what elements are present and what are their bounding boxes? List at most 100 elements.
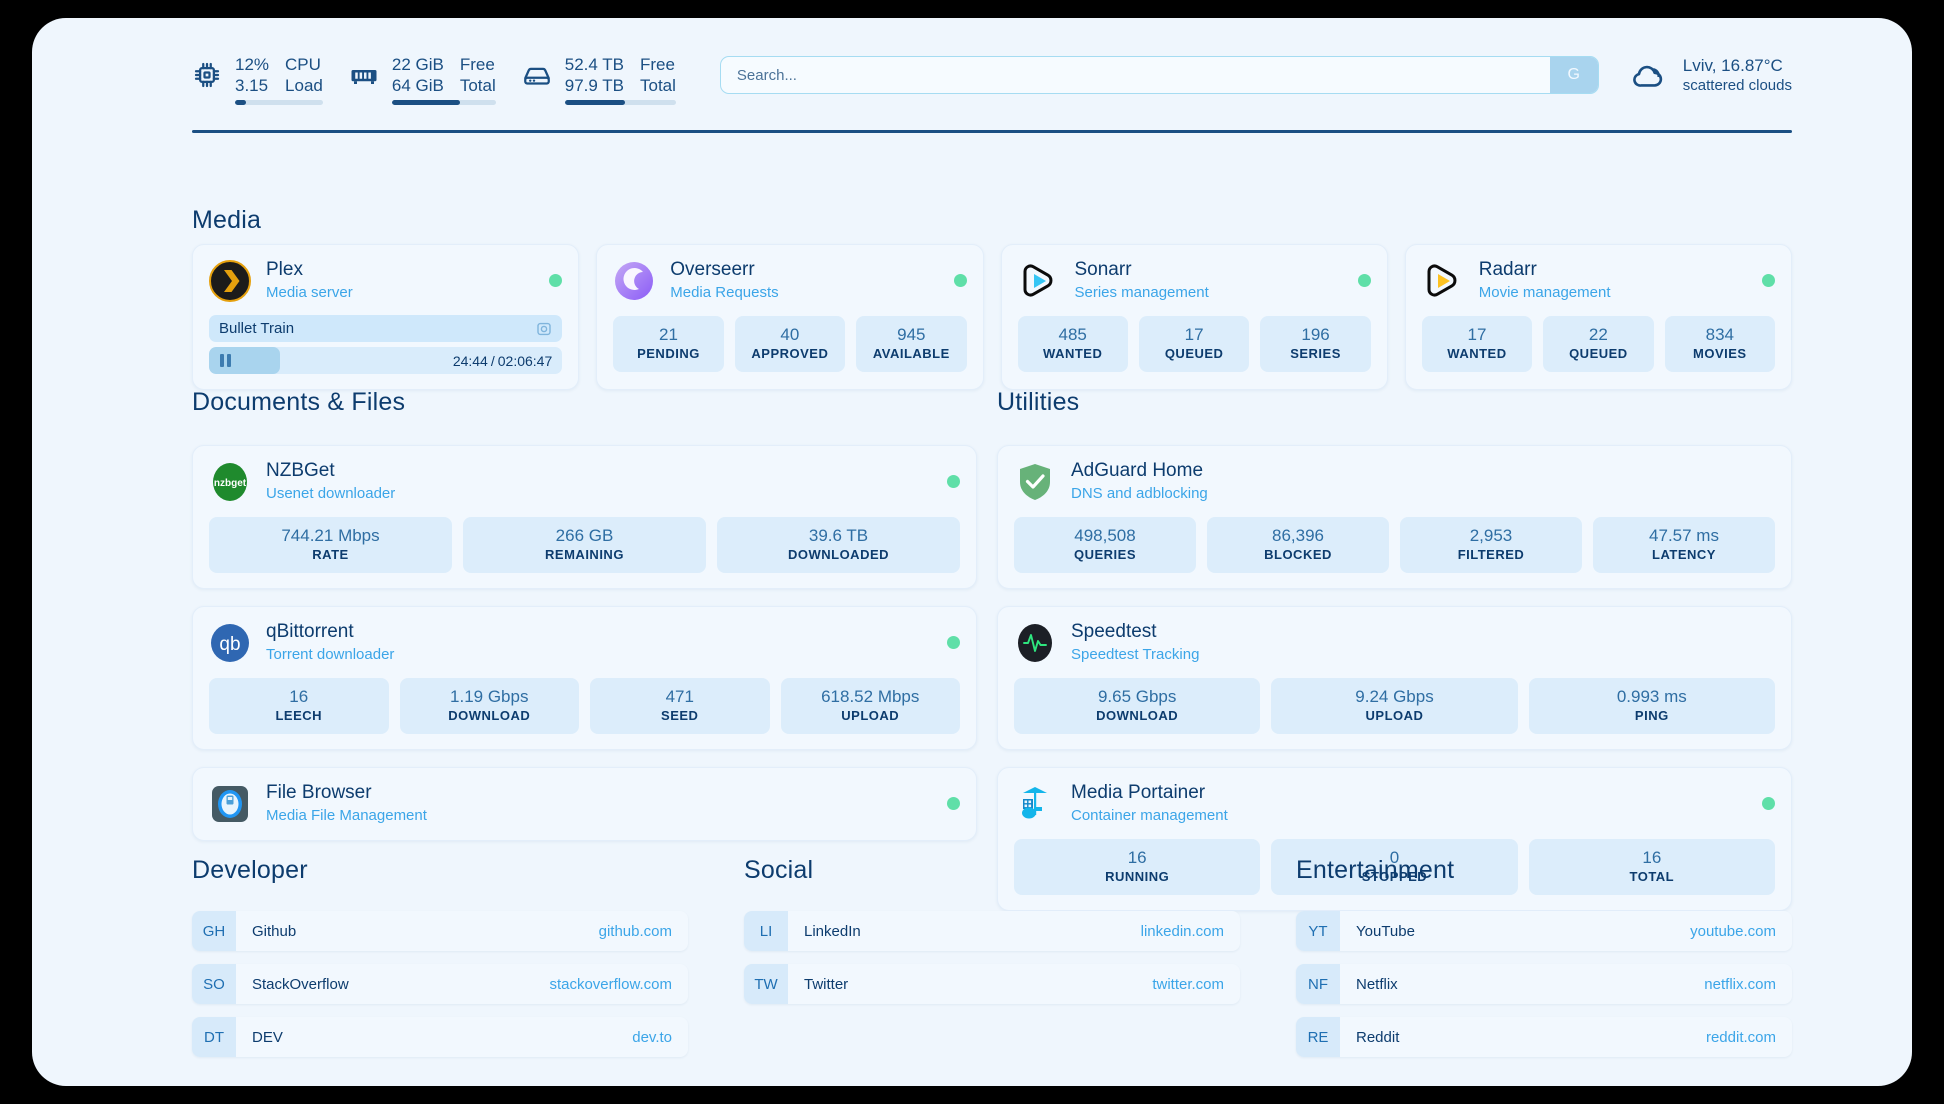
app-name: File Browser [266,782,372,803]
stat-label: LATENCY [1652,547,1716,562]
app-card-nzbget[interactable]: nzbget NZBGet Usenet downloader 744.21 M… [192,445,977,589]
app-name: NZBGet [266,460,335,481]
bookmark-item-reddit[interactable]: RE Reddit reddit.com [1296,1017,1792,1057]
card-header: AdGuard Home DNS and adblocking [1014,460,1775,503]
stat-item: 834 MOVIES [1664,316,1776,372]
plex-icon [209,259,251,302]
bookmark-url: reddit.com [1705,1028,1776,1046]
utilities-card-stack: AdGuard Home DNS and adblocking 498,508 … [997,445,1792,911]
bookmark-abbr: TW [744,964,788,1004]
stat-item: 266 GB REMAINING [463,517,706,573]
card-header: qb qBittorrent Torrent downloader [209,621,960,664]
stat-value: 17 [1467,325,1487,344]
app-card-speedtest[interactable]: Speedtest Speedtest Tracking 9.65 Gbps D… [997,606,1792,750]
status-indicator-online [947,475,960,488]
bookmark-url: dev.to [632,1028,672,1046]
app-description: Container management [1071,807,1228,824]
app-name: Overseerr [670,259,755,280]
bookmark-item-youtube[interactable]: YT YouTube youtube.com [1296,911,1792,951]
bookmark-name: YouTube [1356,922,1415,940]
card-header: Radarr Movie management [1422,259,1775,302]
now-playing-title: Bullet Train [219,320,295,337]
section-title-media: Media [192,206,262,234]
stat-item: 0.993 ms PING [1528,678,1775,734]
search-bar[interactable]: G [719,56,1599,94]
status-indicator-online [1762,797,1775,810]
stat-value: 86,396 [1272,526,1324,545]
stat-row: 16 RUNNING 0 STOPPED 16 TOTAL [1014,839,1775,895]
stat-row: 9.65 Gbps DOWNLOAD 9.24 Gbps UPLOAD 0.99… [1014,678,1775,734]
stat-value: 266 GB [555,526,614,545]
sonarr-icon [1018,260,1060,302]
stat-value: 1.19 Gbps [450,687,529,706]
stat-value: 22 [1588,325,1608,344]
card-header: Speedtest Speedtest Tracking [1014,621,1775,664]
bookmark-item-linkedin[interactable]: LI LinkedIn linkedin.com [744,911,1240,951]
stat-label: QUEUED [1569,346,1628,361]
stat-label: PING [1634,708,1669,723]
memory-free-value: 22 GiB [391,55,444,74]
portainer-icon [1014,783,1056,825]
stat-label: STOPPED [1361,869,1428,884]
stat-value: 196 [1301,325,1330,344]
disk-stat-widget: 52.4 TB 97.9 TB Free Total [522,54,676,105]
stat-item: 498,508 QUERIES [1014,517,1196,573]
disk-icon [522,60,552,90]
stat-label: FILTERED [1457,547,1525,562]
svg-text:qb: qb [219,634,240,655]
stat-label: RUNNING [1105,869,1170,884]
app-card-media-portainer[interactable]: Media Portainer Container management 16 … [997,767,1792,911]
app-card-plex[interactable]: Plex Media server Bullet Train 24 [192,244,580,390]
cpu-usage-value: 12% [235,55,270,74]
bookmark-list: LI LinkedIn linkedin.com TW Twitter twit… [744,911,1240,1004]
bookmark-item-github[interactable]: GH Github github.com [192,911,688,951]
bookmark-group-social: Social LI LinkedIn linkedin.com TW Twitt… [744,856,1240,1057]
bookmark-item-twitter[interactable]: TW Twitter twitter.com [744,964,1240,1004]
speedtest-icon [1014,622,1056,664]
status-indicator-online [947,636,960,649]
bookmark-abbr: YT [1296,911,1340,951]
bookmark-url: netflix.com [1704,975,1776,993]
cpu-load-label: Load [285,76,323,95]
card-header: nzbget NZBGet Usenet downloader [209,460,960,503]
bookmark-item-dev[interactable]: DT DEV dev.to [192,1017,688,1057]
bookmark-item-netflix[interactable]: NF Netflix netflix.com [1296,964,1792,1004]
stat-item: 16 LEECH [209,678,389,734]
search-input[interactable] [720,57,1550,93]
app-card-radarr[interactable]: Radarr Movie management 17 WANTED 22 QUE… [1404,244,1792,390]
app-card-file-browser[interactable]: File Browser Media File Management [192,767,977,841]
documents-card-stack: nzbget NZBGet Usenet downloader 744.21 M… [192,445,977,841]
stat-value: 16 [289,687,309,706]
app-card-qbittorrent[interactable]: qb qBittorrent Torrent downloader 16 LEE… [192,606,977,750]
app-card-overseerr[interactable]: Overseerr Media Requests 21 PENDING 40 A… [596,244,984,390]
stat-label: DOWNLOADED [787,547,890,562]
stat-item: 17 QUEUED [1138,316,1250,372]
stat-item: 2,953 FILTERED [1400,517,1582,573]
cpu-stat-widget: 12% 3.15 CPU Load [192,54,323,105]
bookmark-group-title: Entertainment [1296,856,1455,884]
memory-total-value: 64 GiB [391,76,444,95]
stat-label: UPLOAD [841,708,900,723]
search-submit-button[interactable]: G [1549,57,1598,93]
app-card-adguard-home[interactable]: AdGuard Home DNS and adblocking 498,508 … [997,445,1792,589]
app-description: Media File Management [266,807,427,824]
weather-widget: Lviv, 16.87°C scattered clouds [1629,55,1792,96]
stat-label: DOWNLOAD [1096,708,1179,723]
status-indicator-online [1762,274,1775,287]
status-indicator-online [549,274,563,287]
stat-item: 17 WANTED [1421,316,1533,372]
stat-item: 39.6 TB DOWNLOADED [717,517,960,573]
app-name: Media Portainer [1071,782,1206,803]
stat-value: 17 [1184,325,1204,344]
card-header: Overseerr Media Requests [613,259,967,302]
bookmark-abbr: LI [744,911,788,951]
cpu-load-value: 3.15 [235,76,269,95]
stat-value: 945 [897,325,926,344]
app-card-sonarr[interactable]: Sonarr Series management 485 WANTED 17 Q… [1000,244,1388,390]
pause-icon[interactable] [220,354,231,367]
cast-icon[interactable] [536,321,552,337]
stat-label: DOWNLOAD [448,708,531,723]
bookmark-item-stackoverflow[interactable]: SO StackOverflow stackoverflow.com [192,964,688,1004]
playback-progress-bar[interactable]: 24:44/02:06:47 [209,347,563,374]
bookmark-url: youtube.com [1690,922,1776,940]
